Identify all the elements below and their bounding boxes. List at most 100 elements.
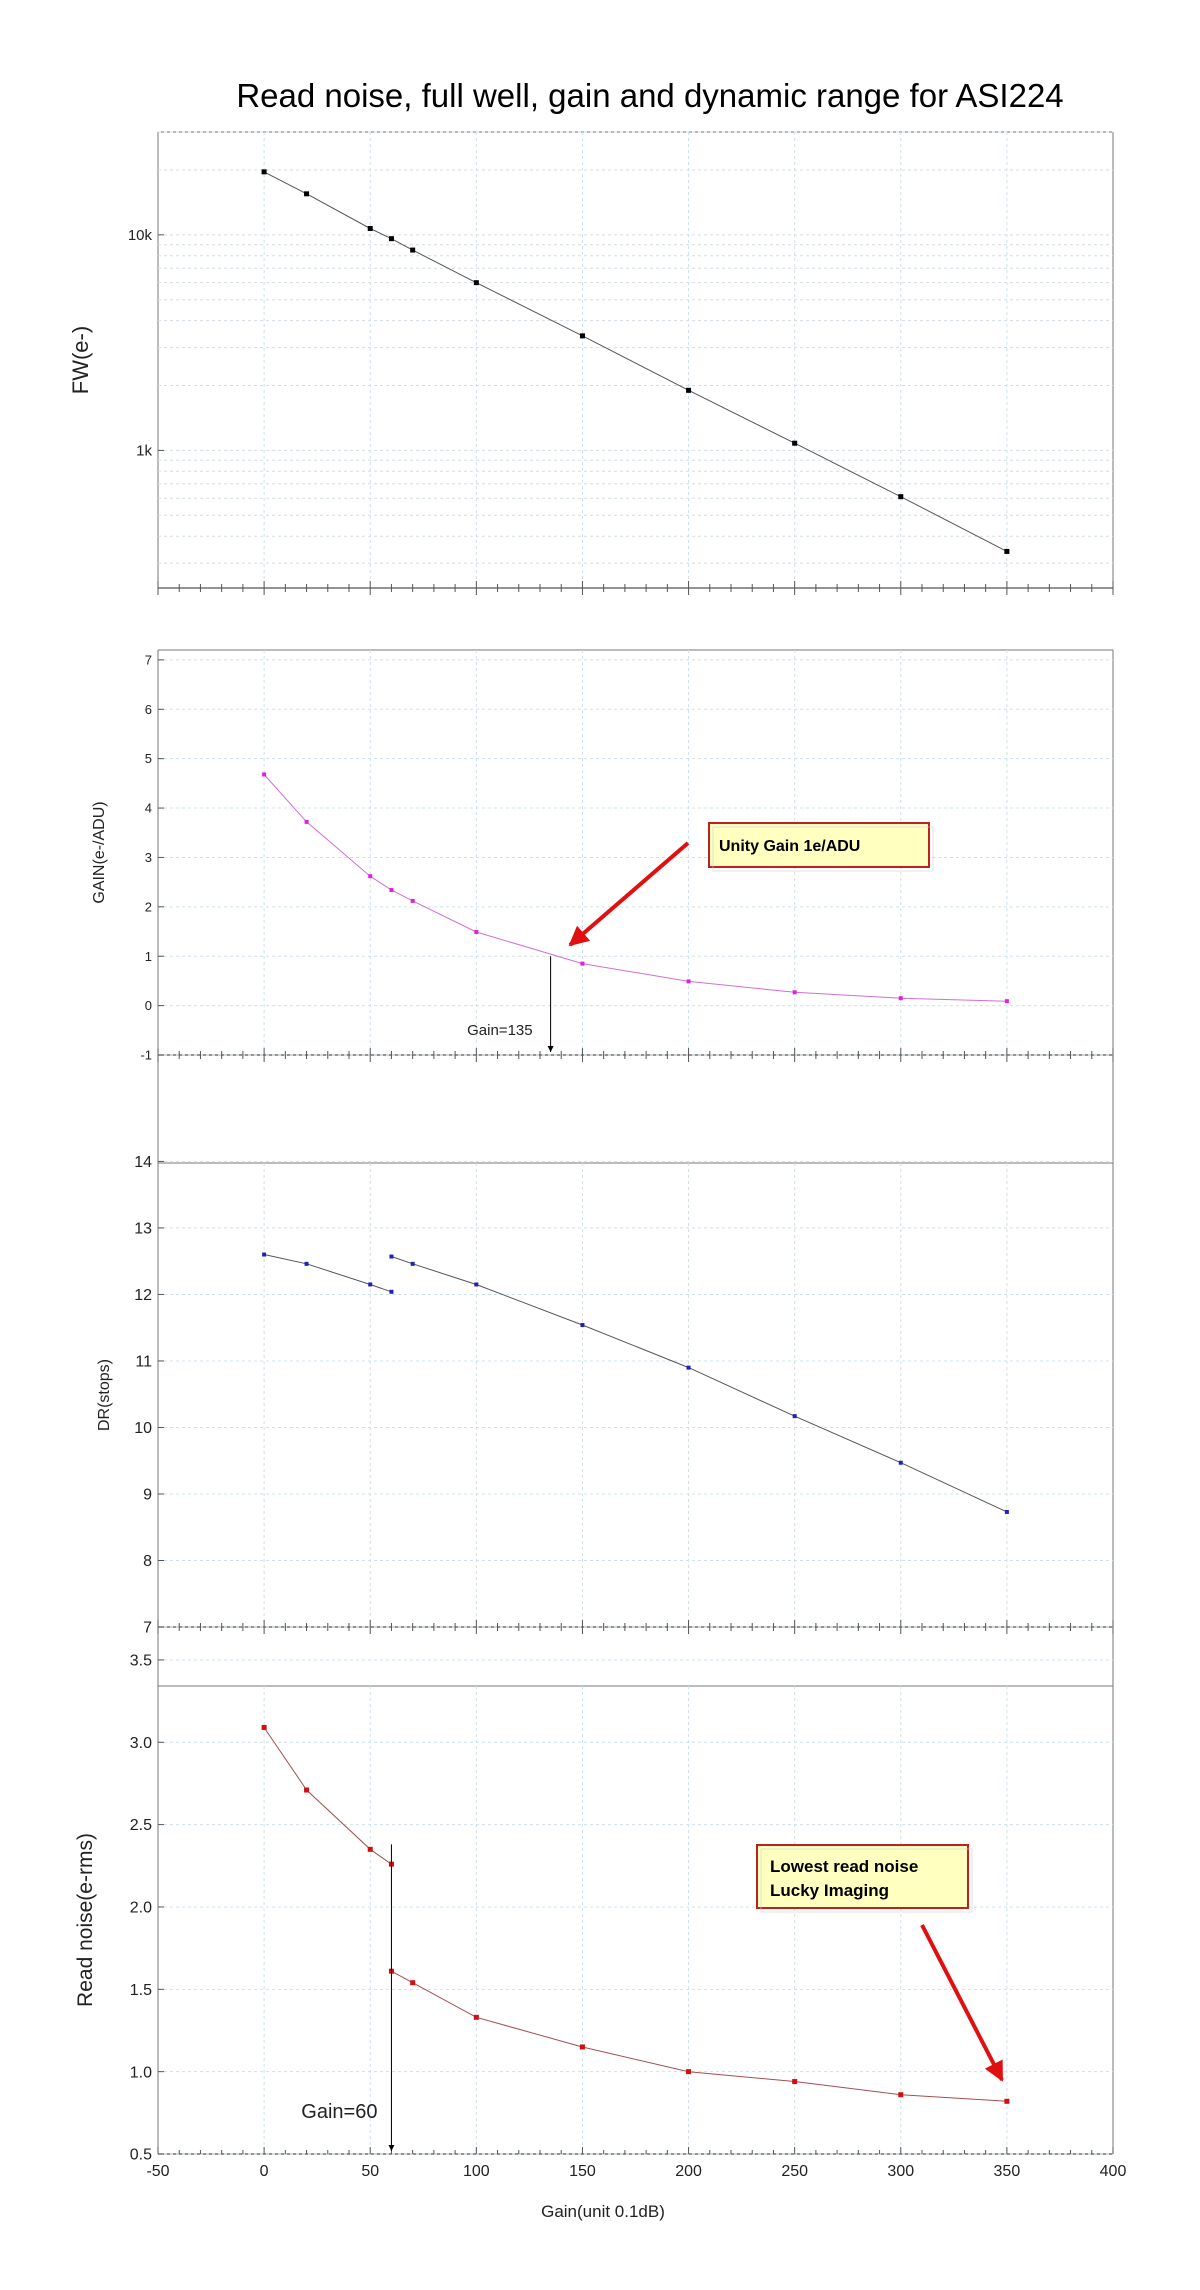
x-tick-label: -50	[146, 2163, 169, 2180]
data-point	[580, 1323, 585, 1328]
y-tick-label: 1.0	[130, 2064, 152, 2081]
data-point	[1004, 999, 1009, 1004]
y-axis-label: Read noise(e-rms)	[74, 1833, 97, 2007]
y-tick-label: 10k	[128, 227, 153, 244]
callout-shadow	[760, 1848, 973, 1913]
data-point	[367, 226, 373, 232]
data-point	[410, 1261, 415, 1266]
data-point	[262, 772, 267, 777]
data-point	[792, 990, 797, 995]
marker-label: Gain=135	[467, 1022, 532, 1039]
y-axis-label: DR(stops)	[96, 1359, 113, 1431]
data-point	[304, 1261, 309, 1266]
y-tick-label: 2.0	[130, 1900, 152, 1917]
y-tick-label: -1	[140, 1048, 152, 1063]
series-line	[263, 171, 1008, 552]
y-tick-label: 7	[143, 1620, 152, 1637]
panel-4: 3.5 3.0 2.5 2.0 1.5 1.0 0.5-50 0 50 100 150 200 250 3…	[74, 1627, 1126, 2180]
y-tick-label: 14	[134, 1154, 152, 1171]
y-tick-label: 3	[145, 850, 152, 865]
x-tick-label: 300	[887, 2163, 914, 2180]
data-point	[368, 874, 373, 879]
data-point	[367, 1846, 373, 1852]
y-axis-label: GAIN(e-/ADU)	[91, 801, 108, 903]
panel-3: 14 13 12 11 10 9 8 7 DR(stops)	[96, 1055, 1114, 1637]
data-point	[792, 1414, 797, 1419]
y-axis-label: FW(e-)	[68, 326, 93, 394]
data-point	[261, 1724, 267, 1730]
data-point	[261, 169, 267, 175]
data-point	[473, 2014, 479, 2020]
data-point	[389, 1289, 394, 1294]
x-tick-label: 250	[781, 2163, 808, 2180]
y-tick-label: 2	[145, 899, 152, 914]
x-tick-label: 150	[569, 2163, 596, 2180]
callout-shadow	[712, 826, 934, 872]
x-tick-label: 400	[1100, 2163, 1127, 2180]
data-point	[686, 2069, 692, 2075]
callout-box	[756, 1844, 969, 1909]
data-point	[792, 2079, 798, 2085]
x-tick-label: 200	[675, 2163, 702, 2180]
y-tick-label: 2.5	[130, 1817, 152, 1834]
data-point	[898, 996, 903, 1001]
data-point	[1004, 2098, 1010, 2104]
data-point	[304, 819, 309, 824]
x-tick-label: 350	[994, 2163, 1021, 2180]
callout-text: Lucky Imaging	[770, 1881, 889, 1900]
callout-text: Lowest read noise	[770, 1857, 918, 1876]
y-tick-label: 1k	[136, 443, 152, 460]
data-point	[898, 2092, 904, 2098]
series-line	[391, 1970, 1007, 2102]
y-tick-label: 8	[143, 1553, 152, 1570]
data-point	[474, 1282, 479, 1287]
y-tick-label: 10	[134, 1420, 152, 1437]
x-tick-label: 100	[463, 2163, 490, 2180]
series-line	[391, 1256, 1008, 1513]
data-point	[898, 1460, 903, 1465]
y-tick-label: 5	[145, 751, 152, 766]
data-point	[1004, 1509, 1009, 1514]
data-point	[410, 247, 416, 253]
y-tick-label: 12	[134, 1287, 152, 1304]
panel-1: 10k 1k FW(e-)	[68, 131, 1114, 589]
data-point	[388, 236, 394, 242]
data-point	[579, 333, 585, 339]
data-point	[474, 930, 479, 935]
data-point	[304, 1787, 310, 1793]
series-line	[263, 1727, 392, 1865]
data-point	[898, 494, 904, 500]
data-point	[262, 1252, 267, 1257]
y-tick-label: 4	[145, 801, 152, 816]
callout-text: Unity Gain 1e/ADU	[719, 838, 860, 855]
panel-2: 7 6 5 4 3 2 1 0 -1 GAIN(e-/ADU) Gain=135 Unity Gain…	[91, 588, 1114, 1063]
data-point	[686, 1365, 691, 1370]
callout-box	[708, 822, 930, 868]
y-tick-label: 13	[134, 1221, 152, 1238]
data-point	[304, 191, 310, 197]
y-tick-label: 7	[145, 652, 152, 667]
data-point	[368, 1282, 373, 1287]
y-tick-label: 1	[145, 949, 152, 964]
y-tick-label: 1.5	[130, 1982, 152, 1999]
chart-panels: 10k1kFW(e-)76543210-1GAIN(e-/ADU)Gain=13…	[68, 131, 1126, 2180]
chart-title: Read noise, full well, gain and dynamic …	[236, 77, 1063, 114]
data-point	[580, 961, 585, 966]
x-tick-label: 0	[260, 2163, 269, 2180]
marker-label: Gain=60	[301, 2101, 377, 2123]
data-point	[686, 387, 692, 393]
data-point	[389, 888, 394, 893]
callout-arrow	[568, 841, 690, 947]
x-axis-label: Gain(unit 0.1dB)	[541, 2202, 665, 2221]
data-point	[686, 979, 691, 984]
data-point	[389, 1254, 394, 1259]
data-point	[792, 440, 798, 446]
data-point	[410, 1980, 416, 1986]
y-tick-label: 0.5	[130, 2147, 152, 2164]
series-line	[263, 1254, 392, 1293]
y-tick-label: 6	[145, 702, 152, 717]
y-tick-label: 9	[143, 1487, 152, 1504]
y-tick-label: 3.5	[130, 1653, 152, 1670]
data-point	[1004, 548, 1010, 554]
